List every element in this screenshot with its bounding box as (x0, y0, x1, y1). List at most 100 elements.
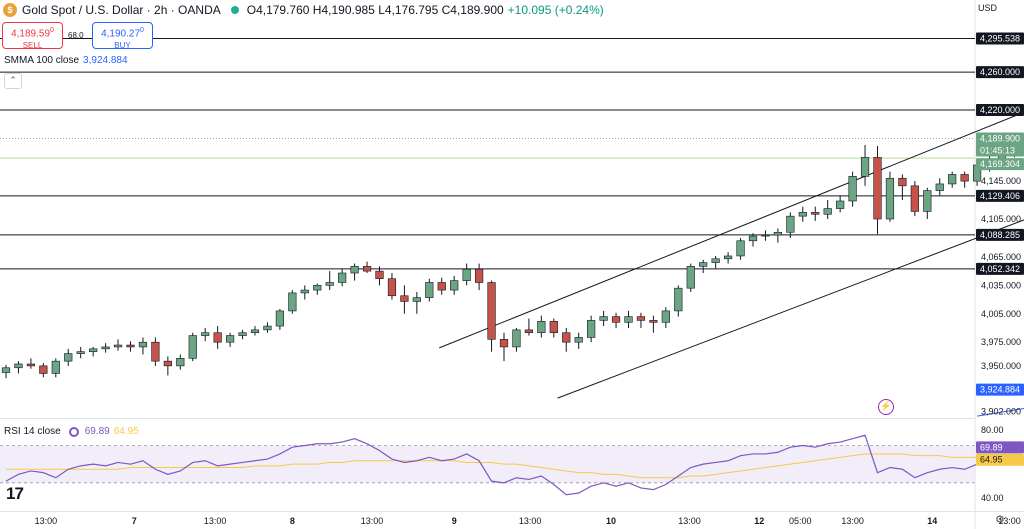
ohlc-low: L4,176.795 (378, 3, 439, 17)
collapse-legend-button[interactable]: ⌃ (4, 73, 22, 89)
rsi-ma-tag-text: 64.95 (980, 455, 1003, 465)
level-tag-box (976, 66, 1024, 79)
candle-body (748, 235, 758, 242)
candle (686, 263, 695, 292)
candle-body (761, 234, 770, 237)
ohlc-open: O4,179.760 (246, 3, 310, 17)
rsi-ma-tag-box (976, 453, 1024, 466)
candle-body (300, 289, 309, 294)
x-tick-label: 05:00 (789, 516, 812, 526)
level-tag-text: 4,129.406 (980, 191, 1020, 201)
candle (425, 278, 434, 302)
candle-body (549, 321, 558, 334)
current-price-tag-text: 4,189.900 (980, 134, 1020, 144)
smma-legend[interactable]: SMMA 100 close 3,924.884 (4, 55, 128, 66)
candle (761, 230, 770, 241)
x-tick-label: 7 (132, 516, 137, 526)
current-price-tag: 4,189.900 01:45:13 (976, 132, 1024, 157)
candle-body (860, 157, 870, 177)
candle (151, 337, 160, 366)
candle-body (786, 215, 795, 233)
candle (836, 195, 845, 213)
candle-body (350, 266, 359, 274)
smma-label: SMMA 100 close (4, 55, 80, 66)
candle (562, 327, 571, 352)
candle (786, 212, 795, 238)
candle (362, 261, 372, 274)
symbol-title[interactable]: Gold Spot / U.S. Dollar · 2h · OANDA (22, 3, 221, 17)
y-tick-label: 4,005.000 (981, 309, 1021, 319)
candle (574, 332, 583, 349)
rsi-visibility-icon[interactable] (68, 426, 79, 437)
candle (26, 358, 36, 369)
candle-body (101, 346, 110, 350)
rsi-legend[interactable]: RSI 14 close 69.89 64.95 (4, 426, 139, 437)
candle (126, 341, 135, 352)
level-tag-box (976, 228, 1024, 241)
settings-gear-icon[interactable]: ⚙ (995, 514, 1005, 526)
buy-button[interactable]: 4,190.270 BUY (92, 22, 153, 50)
candle (437, 277, 446, 295)
smma-tag-box (976, 383, 1024, 396)
level-tag: 4,129.406 (976, 189, 1024, 202)
ohlc-high: H4,190.985 (312, 3, 375, 17)
smma-tag-text: 3,924.884 (980, 385, 1020, 395)
candle-body (138, 341, 148, 348)
candle-body (338, 272, 347, 283)
candle-body (661, 310, 670, 323)
chart-header: $ Gold Spot / U.S. Dollar · 2h · OANDA O… (0, 0, 975, 20)
candle (848, 171, 857, 207)
level-tag-box (976, 32, 1024, 45)
snapshot-icon[interactable]: ⚡ (878, 399, 894, 415)
candle (935, 178, 944, 196)
candle-body (412, 297, 421, 302)
candle (499, 332, 509, 362)
x-tick-label: 13:00 (841, 516, 864, 526)
level-tag: 4,260.000 (976, 66, 1024, 79)
smma-value: 3,924.884 (83, 55, 128, 66)
y-tick-label: 4,065.000 (981, 252, 1021, 262)
candle (699, 259, 708, 274)
candle-body (213, 332, 222, 343)
candle (923, 187, 932, 219)
candle-body (711, 258, 720, 263)
spread-value: 68.0 (68, 31, 84, 40)
rsi-label: RSI 14 close (4, 426, 61, 437)
candle (599, 310, 608, 327)
candle-body (39, 365, 48, 374)
candle-body (611, 316, 621, 323)
sell-price-sup: 0 (50, 27, 54, 34)
x-tick-label: 14 (927, 516, 937, 526)
candle-body (288, 292, 297, 312)
candle-body (811, 212, 820, 215)
candle-body (26, 363, 36, 367)
candle (674, 285, 683, 317)
candle-body (362, 266, 372, 272)
candle (798, 206, 807, 222)
candle (1, 364, 11, 379)
rsi-ma-line (6, 453, 1024, 479)
candle (101, 343, 110, 353)
candle-body (487, 282, 496, 340)
currency-label[interactable]: USD (978, 3, 998, 13)
candle (238, 329, 247, 340)
rsi-tick-label: 40.00 (981, 493, 1004, 503)
candle-body (910, 185, 919, 212)
candle (649, 315, 658, 333)
candle (14, 361, 23, 374)
candle-body (898, 177, 907, 187)
candle (412, 291, 421, 314)
candle-body (89, 348, 98, 352)
sell-button[interactable]: 4,189.590 SELL (2, 22, 63, 50)
candle-body (188, 335, 197, 359)
candle-body (923, 190, 932, 212)
candle-body (562, 332, 571, 343)
channel-lower-line (557, 219, 1024, 399)
candle-body (76, 351, 85, 354)
tradingview-logo-icon[interactable]: 17 (6, 484, 24, 503)
candle-body (201, 332, 210, 336)
rsi-value: 69.89 (84, 426, 110, 437)
candle-body (587, 320, 596, 338)
y-tick-label: 4,145.000 (981, 176, 1021, 186)
